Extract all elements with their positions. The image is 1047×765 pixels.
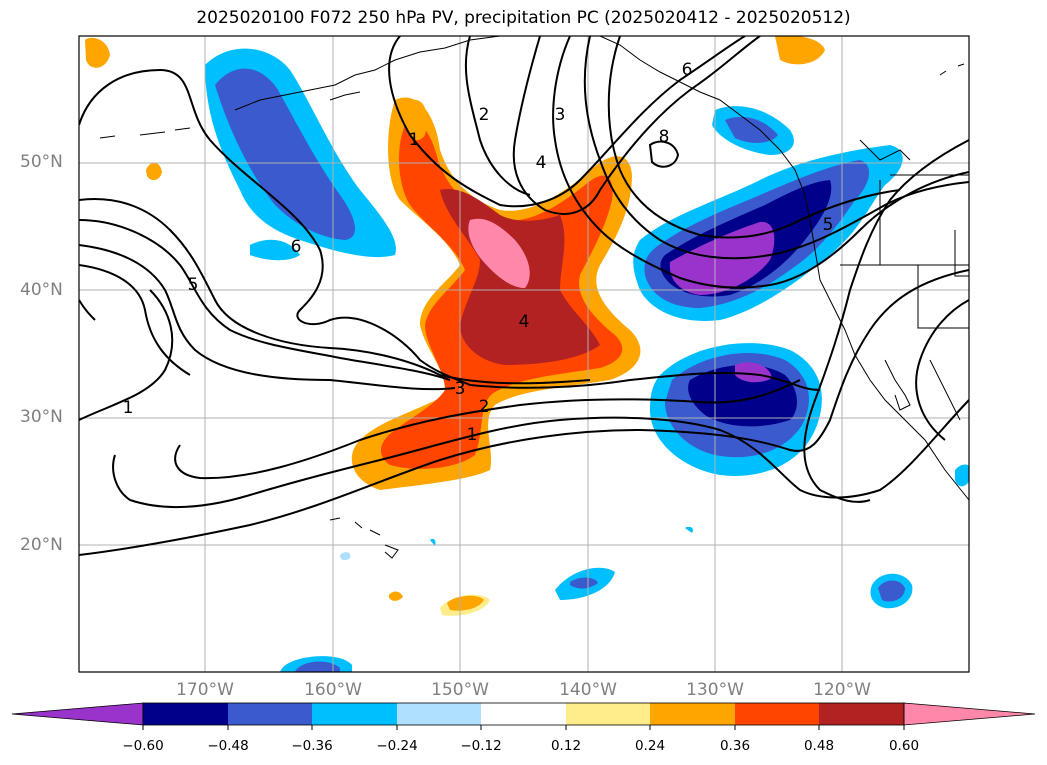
lon-label: 140°W: [559, 680, 617, 700]
map-frame: [78, 35, 970, 673]
colorbar-tick-label: 0.24: [634, 738, 666, 754]
colorbar-extend-low: [11, 702, 144, 726]
contour-label: 8: [659, 127, 670, 147]
map-title: 2025020100 F072 250 hPa PV, precipitatio…: [196, 8, 851, 28]
colorbar-extend-high: [903, 702, 1036, 726]
lon-label: 150°W: [431, 680, 489, 700]
contour-label: 5: [823, 215, 834, 235]
colorbar-tick-label: 0.48: [803, 738, 835, 754]
colorbar-tick-label: −0.24: [376, 738, 418, 754]
contour-label: 6: [682, 60, 693, 80]
colorbar-tick-label: 0.60: [888, 738, 920, 754]
colorbar: [11, 702, 1036, 730]
graticule: [79, 36, 969, 672]
contour-label: 6: [291, 237, 302, 257]
contour-label: 3: [555, 105, 566, 125]
contour-label: 1: [123, 398, 134, 418]
lon-label: 160°W: [304, 680, 362, 700]
contour-label: 4: [536, 153, 547, 173]
contour-label: 4: [519, 312, 530, 332]
colorbar-tick-label: 0.12: [550, 738, 582, 754]
colorbar-tick-label: 0.36: [719, 738, 751, 754]
coastlines: [99, 36, 969, 559]
contour-label: 5: [188, 275, 199, 295]
colorbar-tick-label: −0.48: [207, 738, 249, 754]
contour-label: 2: [479, 397, 490, 417]
lat-label: 50°N: [20, 152, 63, 172]
contour-label: 3: [455, 379, 466, 399]
colorbar-tick-label: −0.60: [122, 738, 164, 754]
lon-label: 130°W: [686, 680, 744, 700]
contour-label: 1: [409, 130, 420, 150]
lon-label: 120°W: [813, 680, 871, 700]
contour-label: 2: [479, 105, 490, 125]
precip-shading: [85, 36, 969, 672]
lat-label: 30°N: [20, 407, 63, 427]
colorbar-tick-label: −0.12: [460, 738, 502, 754]
lon-label: 170°W: [176, 680, 234, 700]
pv-contours: [79, 36, 969, 556]
lat-label: 40°N: [20, 280, 63, 300]
colorbar-tick-label: −0.36: [291, 738, 333, 754]
contour-label: 1: [467, 425, 478, 445]
contour-labels: 1 2 3 4 5 6 8 1 2 3 4 5 6 1: [123, 60, 834, 445]
lat-label: 20°N: [20, 535, 63, 555]
